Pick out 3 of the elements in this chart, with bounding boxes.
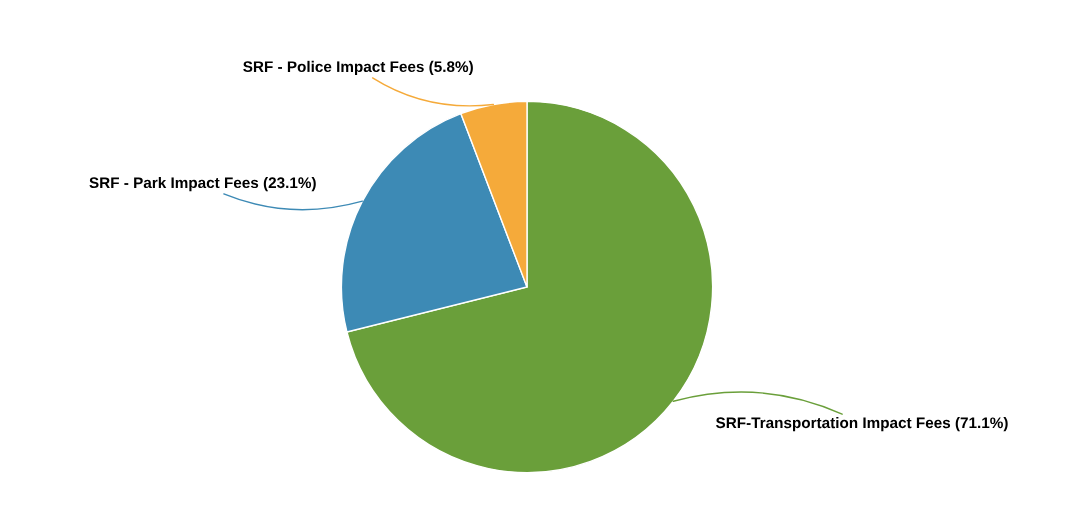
slice-label: SRF-Transportation Impact Fees (71.1%) bbox=[715, 416, 1008, 432]
slice-label: SRF - Park Impact Fees (23.1%) bbox=[89, 176, 316, 192]
slice-label: SRF - Police Impact Fees (5.8%) bbox=[243, 60, 473, 76]
